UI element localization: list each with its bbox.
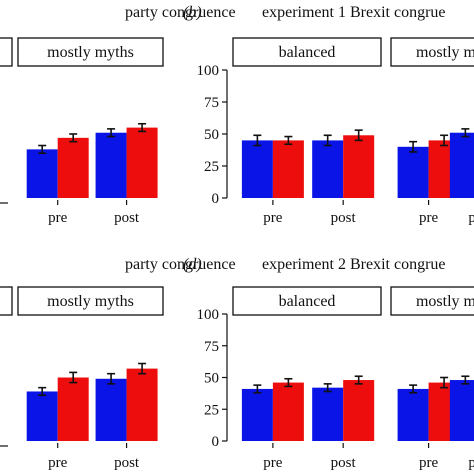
panel-letter: (b) [183,4,202,21]
facet-strip-label: mostly m [416,293,474,310]
facet-strip-label: mostly m [416,44,474,61]
facet-strip [0,37,13,67]
bar [397,146,429,198]
x-tick-label: post [331,210,357,226]
bar [272,140,304,198]
y-tick-label: 25 [204,402,219,418]
facet-strip [390,37,474,67]
facet-strip-label: balanced [279,293,336,310]
panel-letter: (d) [183,256,202,273]
x-tick-label: post [468,455,474,471]
facet-strip [17,37,164,67]
y-tick-label: 50 [204,127,219,143]
x-tick-label: post [468,210,474,226]
x-tick-label: pre [48,210,67,226]
y-tick-label: 0 [212,434,220,450]
x-tick-label: pre [419,455,438,471]
bar [241,140,273,198]
x-tick-label: post [114,455,140,471]
facet-strip-label: mostly myths [47,293,134,310]
y-tick-label: 50 [204,371,219,387]
bar [126,368,158,441]
panel-title: experiment 2 Brexit congrue [262,256,446,273]
x-tick-label: pre [419,210,438,226]
bar [57,377,89,441]
panel-title: experiment 1 Brexit congrue [262,4,446,21]
facet-strip [17,286,164,316]
bar [95,378,127,441]
y-tick-label: 75 [204,95,219,111]
bar [312,387,344,441]
facet-strip [232,37,382,67]
facet-strip [232,286,382,316]
bar [57,137,89,198]
y-tick-label: 100 [197,307,220,323]
bar [272,382,304,441]
x-tick-label: pre [263,455,282,471]
x-tick-label: post [331,455,357,471]
x-tick-label: post [114,210,140,226]
bar [343,135,375,198]
y-tick-label: 0 [212,191,220,207]
y-tick-label: 25 [204,159,219,175]
bar [449,380,474,441]
bar [449,132,474,198]
x-tick-label: pre [48,455,67,471]
panel-title: party congruence [125,4,236,21]
bar [241,388,273,441]
y-tick-label: 75 [204,339,219,355]
bar [26,391,58,441]
facet-strip-label: balanced [279,44,336,61]
panel-title: party congruence [125,256,236,273]
bar [312,140,344,198]
x-tick-label: pre [263,210,282,226]
y-tick-label: 100 [197,63,220,79]
bar [126,127,158,198]
bar [26,149,58,198]
facet-strip [0,286,13,316]
bar [343,380,375,441]
bar [397,388,429,441]
facet-strip-label: mostly myths [47,44,134,61]
bar [95,132,127,198]
facet-strip [390,286,474,316]
